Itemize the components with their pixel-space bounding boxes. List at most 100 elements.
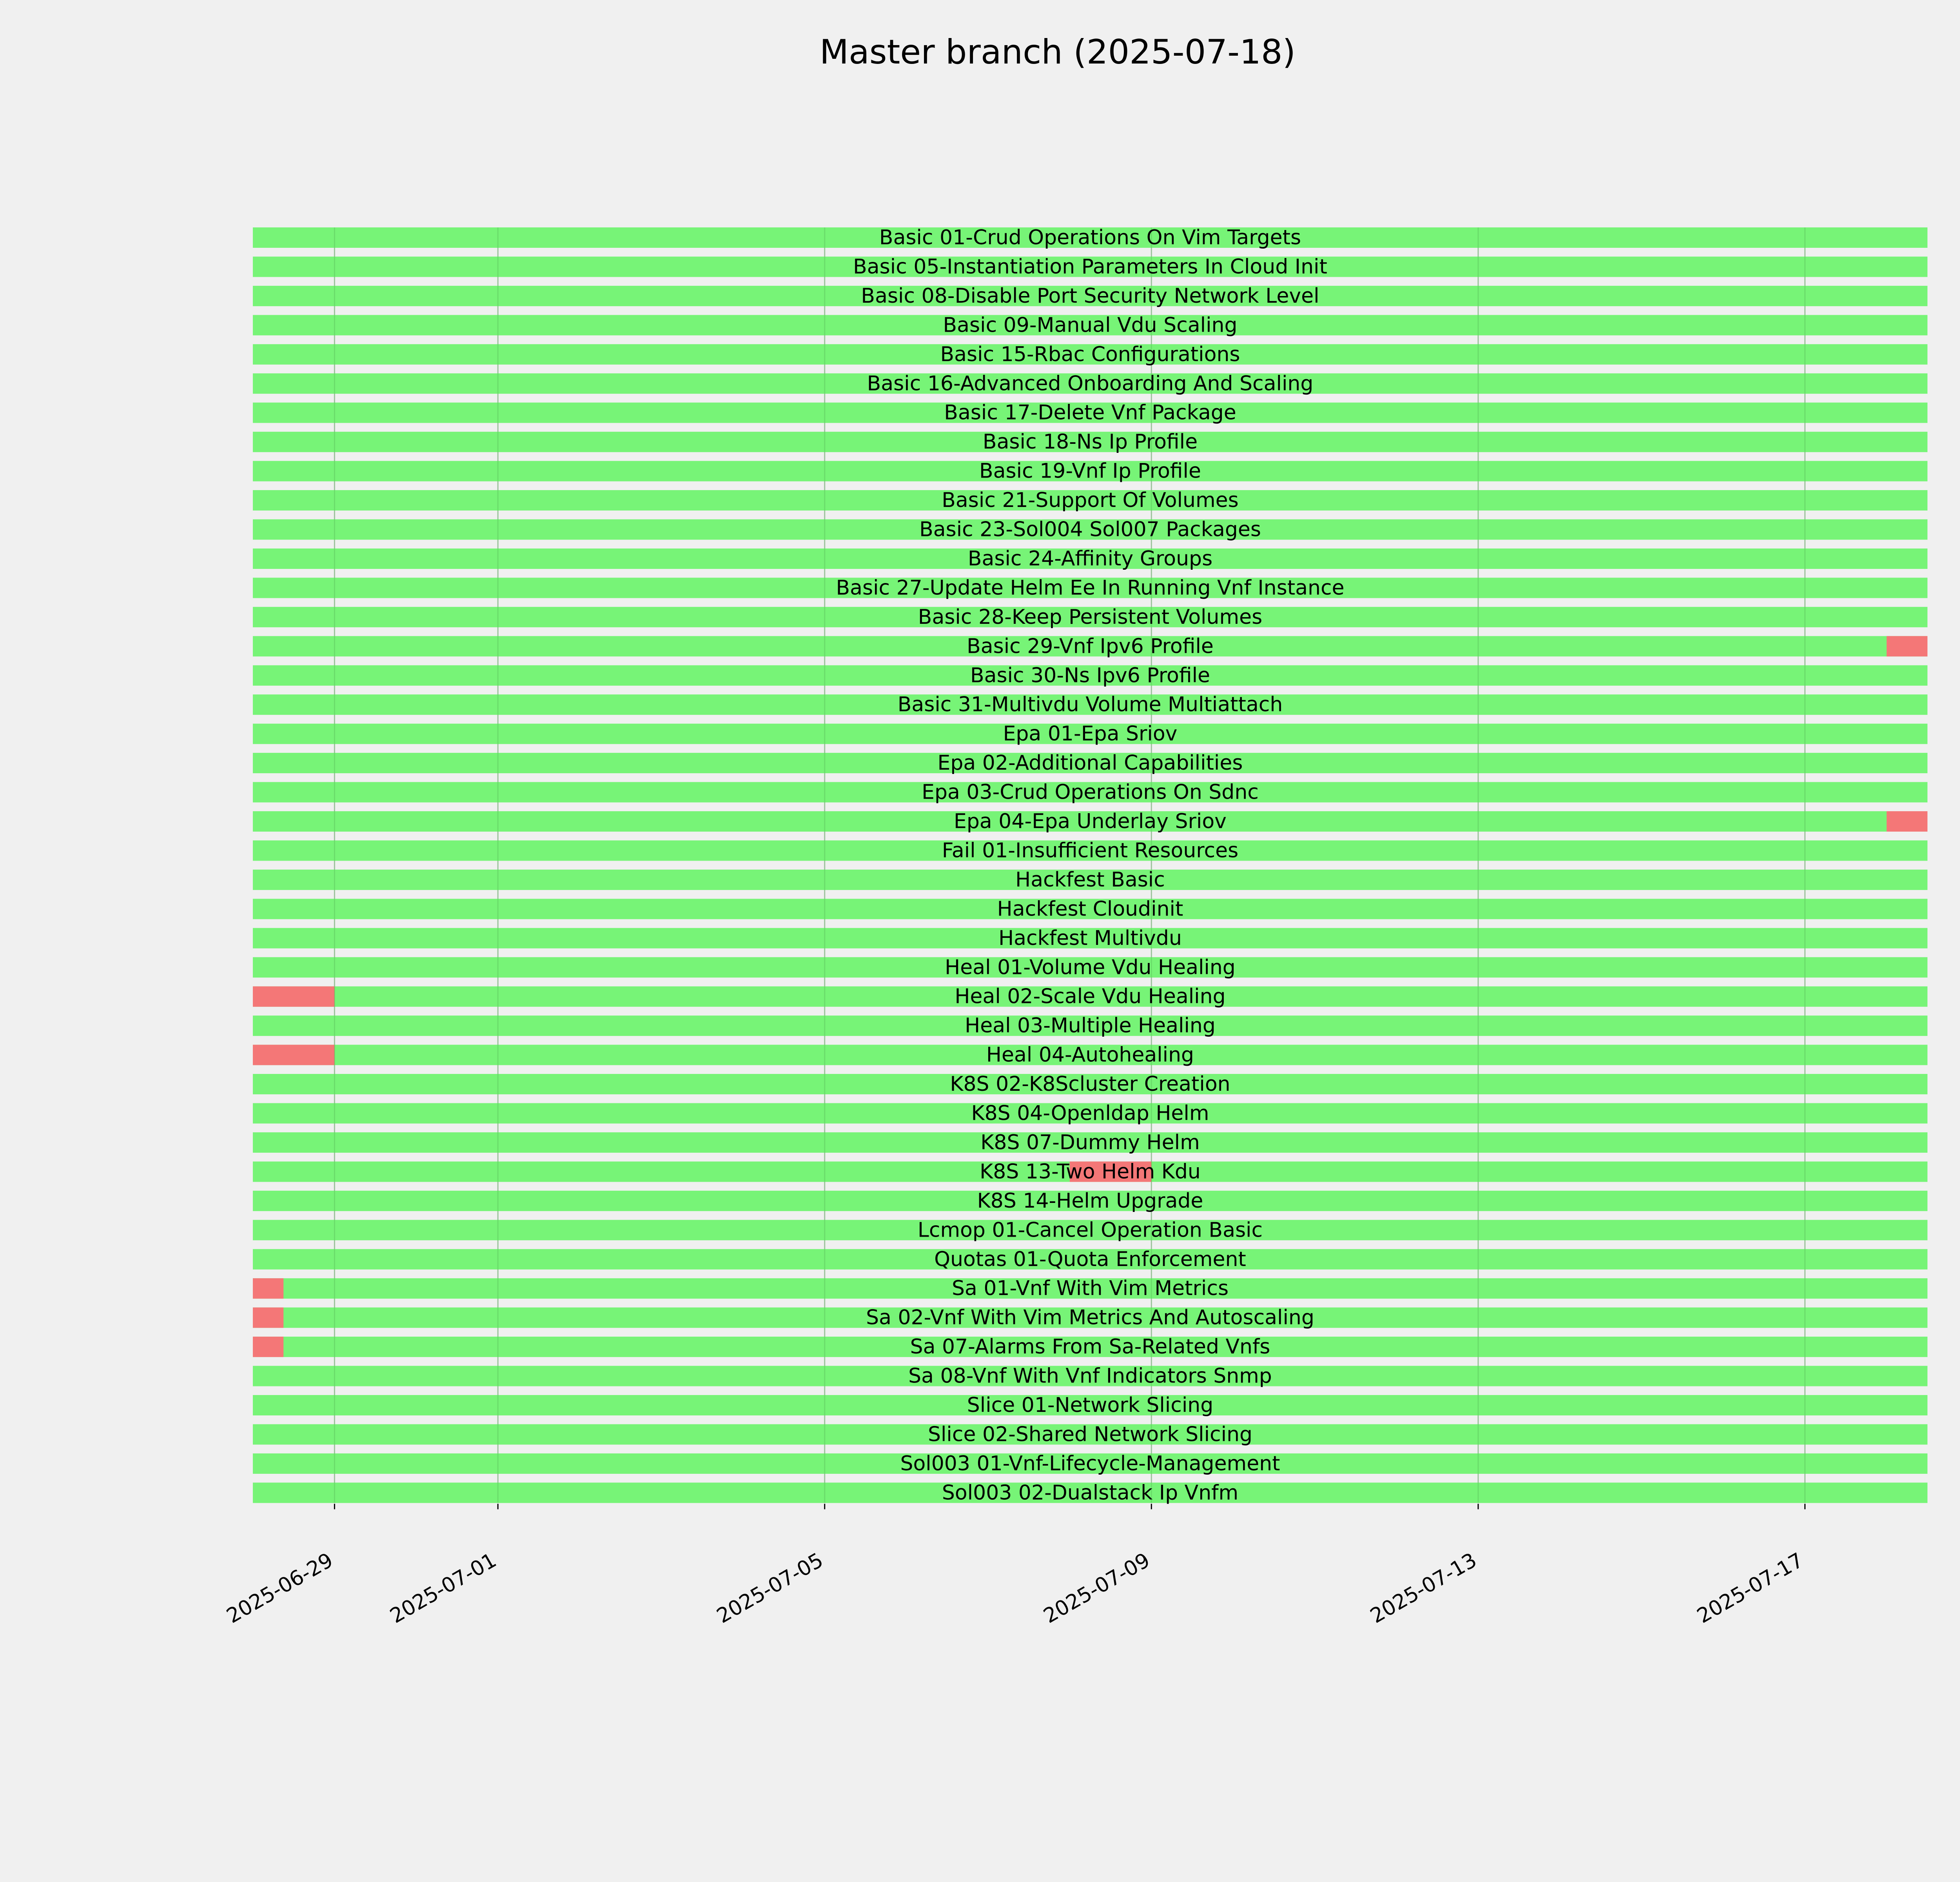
- row-label: Heal 04-Autohealing: [986, 1043, 1194, 1067]
- row-label: Basic 15-Rbac Configurations: [940, 343, 1240, 366]
- x-tick-label: 2025-07-05: [713, 1548, 828, 1628]
- pass-bar: [253, 840, 1927, 861]
- pass-bar: [253, 1482, 1927, 1503]
- pass-bar: [253, 402, 1927, 423]
- pass-bar: [253, 636, 1927, 657]
- pass-bar: [253, 315, 1927, 336]
- pass-bar: [253, 490, 1927, 511]
- fail-bar: [253, 986, 335, 1007]
- row-label: Basic 30-Ns Ipv6 Profile: [970, 664, 1210, 687]
- row-label: Hackfest Multivdu: [998, 926, 1182, 950]
- row-label: Basic 05-Instantiation Parameters In Clo…: [853, 255, 1327, 278]
- pass-bar: [253, 1249, 1927, 1270]
- fail-bar: [1069, 1161, 1152, 1182]
- x-tick-label: 2025-06-29: [223, 1548, 337, 1628]
- pass-bar: [253, 811, 1927, 832]
- pass-bar: [253, 986, 1927, 1007]
- pass-bar: [253, 869, 1927, 890]
- row-label: Quotas 01-Quota Enforcement: [934, 1248, 1246, 1271]
- pass-bar: [253, 1074, 1927, 1095]
- pass-bar: [253, 1132, 1927, 1153]
- x-tick-label: 2025-07-17: [1693, 1548, 1808, 1628]
- row-label: Basic 17-Delete Vnf Package: [944, 401, 1236, 425]
- pass-bar: [253, 1278, 1927, 1299]
- pass-bar: [253, 665, 1927, 686]
- row-label: Basic 23-Sol004 Sol007 Packages: [919, 518, 1261, 541]
- pass-bar: [253, 578, 1927, 598]
- row-label: Basic 09-Manual Vdu Scaling: [943, 313, 1237, 337]
- fail-bar: [253, 1045, 335, 1065]
- row-label: Sol003 01-Vnf-Lifecycle-Management: [900, 1452, 1280, 1475]
- fail-bar: [253, 1337, 284, 1357]
- fail-bar: [253, 1278, 284, 1299]
- pass-bar: [253, 1366, 1927, 1386]
- chart-title: Master branch (2025-07-18): [820, 33, 1296, 72]
- pass-bar: [253, 285, 1927, 306]
- x-tick-label: 2025-07-01: [386, 1548, 501, 1628]
- row-label: Basic 24-Affinity Groups: [968, 547, 1212, 570]
- row-label: Sol003 02-Dualstack Ip Vnfm: [942, 1481, 1238, 1504]
- pass-bar: [253, 694, 1927, 715]
- row-label: Sa 02-Vnf With Vim Metrics And Autoscali…: [866, 1306, 1314, 1330]
- pass-bar: [253, 461, 1927, 481]
- row-label: Basic 18-Ns Ip Profile: [983, 430, 1198, 454]
- x-axis-ticks: 2025-06-29 2025-07-01 2025-07-05 2025-07-09…: [223, 1504, 1808, 1628]
- pass-bar: [253, 1103, 1927, 1124]
- row-labels: Basic 01-Crud Operations On Vim Targets B…: [836, 226, 1344, 1504]
- row-label: Basic 16-Advanced Onboarding And Scaling: [867, 372, 1314, 395]
- row-label: Epa 04-Epa Underlay Sriov: [954, 810, 1227, 833]
- row-label: Sa 07-Alarms From Sa-Related Vnfs: [910, 1335, 1270, 1359]
- pass-bar: [253, 344, 1927, 365]
- row-label: Fail 01-Insufficient Resources: [942, 839, 1238, 862]
- row-label: Epa 01-Epa Sriov: [1003, 722, 1178, 746]
- pass-bar: [253, 1424, 1927, 1445]
- row-label: Heal 02-Scale Vdu Healing: [955, 985, 1225, 1008]
- pass-bar: [253, 1337, 1927, 1357]
- pass-bar: [253, 607, 1927, 627]
- row-label: Sa 01-Vnf With Vim Metrics: [952, 1277, 1229, 1300]
- pass-bar: [253, 373, 1927, 394]
- test-rows: [253, 227, 1927, 1503]
- pass-bar: [253, 432, 1927, 452]
- row-label: K8S 04-Openldap Helm: [971, 1102, 1209, 1125]
- row-label: Basic 31-Multivdu Volume Multiattach: [898, 693, 1283, 716]
- row-label: Basic 08-Disable Port Security Network L…: [861, 284, 1319, 308]
- row-label: Basic 01-Crud Operations On Vim Targets: [879, 226, 1301, 249]
- x-tick-label: 2025-07-09: [1040, 1548, 1154, 1628]
- pass-bar: [253, 1190, 1927, 1211]
- row-label: K8S 02-K8Scluster Creation: [950, 1072, 1230, 1096]
- pass-bar: [253, 1453, 1927, 1474]
- x-tick-label: 2025-07-13: [1367, 1548, 1481, 1628]
- fail-bar: [1886, 811, 1927, 832]
- row-label: Slice 02-Shared Network Slicing: [928, 1422, 1252, 1446]
- pass-bar: [253, 782, 1927, 803]
- row-label: Lcmop 01-Cancel Operation Basic: [918, 1218, 1263, 1242]
- pass-bar: [253, 723, 1927, 744]
- row-label: Basic 28-Keep Persistent Volumes: [918, 605, 1262, 629]
- pass-bar: [253, 519, 1927, 540]
- pass-bar: [253, 1395, 1927, 1415]
- pass-bar: [253, 256, 1927, 277]
- row-label: Basic 27-Update Helm Ee In Running Vnf I…: [836, 576, 1344, 599]
- row-label: Epa 03-Crud Operations On Sdnc: [922, 781, 1259, 804]
- pass-bar: [253, 1015, 1927, 1036]
- row-label: K8S 13-Two Helm Kdu: [980, 1160, 1201, 1183]
- pass-bar: [253, 753, 1927, 774]
- pass-bar: [253, 957, 1927, 978]
- row-label: Hackfest Basic: [1015, 868, 1165, 892]
- pass-bar: [253, 1307, 1927, 1328]
- pass-bar: [253, 548, 1927, 569]
- row-label: Sa 08-Vnf With Vnf Indicators Snmp: [908, 1364, 1272, 1388]
- row-label: Heal 03-Multiple Healing: [965, 1014, 1216, 1037]
- row-label: Basic 29-Vnf Ipv6 Profile: [967, 634, 1214, 658]
- row-label: Slice 01-Network Slicing: [967, 1393, 1214, 1417]
- fail-bar: [253, 1307, 284, 1328]
- row-label: K8S 07-Dummy Helm: [980, 1131, 1200, 1154]
- row-label: Epa 02-Additional Capabilities: [938, 751, 1243, 775]
- pass-bar: [253, 928, 1927, 948]
- pass-bar: [253, 899, 1927, 919]
- pass-bar: [253, 227, 1927, 248]
- pass-bar: [253, 1220, 1927, 1241]
- row-label: Basic 21-Support Of Volumes: [942, 489, 1238, 512]
